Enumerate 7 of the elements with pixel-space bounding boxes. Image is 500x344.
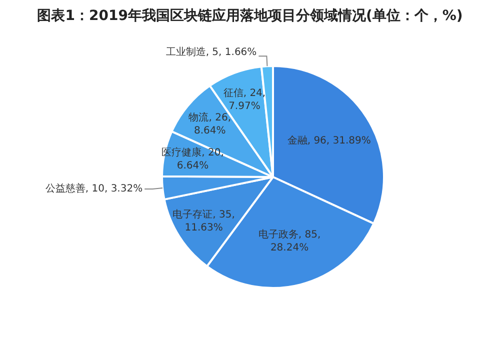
slice-label: 金融, 96, 31.89% xyxy=(287,134,371,147)
slice-label: 电子存证, 35, 11.63% xyxy=(172,208,235,234)
slice-label: 电子政务, 85, 28.24% xyxy=(258,228,321,254)
chart-title: 图表1：2019年我国区块链应用落地项目分领域情况(单位：个，%) xyxy=(36,6,464,26)
slice-label: 工业制造, 5, 1.66% xyxy=(166,46,257,58)
slice-label: 公益慈善, 10, 3.32% xyxy=(45,182,143,195)
slice-label: 物流, 26, 8.64% xyxy=(188,112,231,137)
